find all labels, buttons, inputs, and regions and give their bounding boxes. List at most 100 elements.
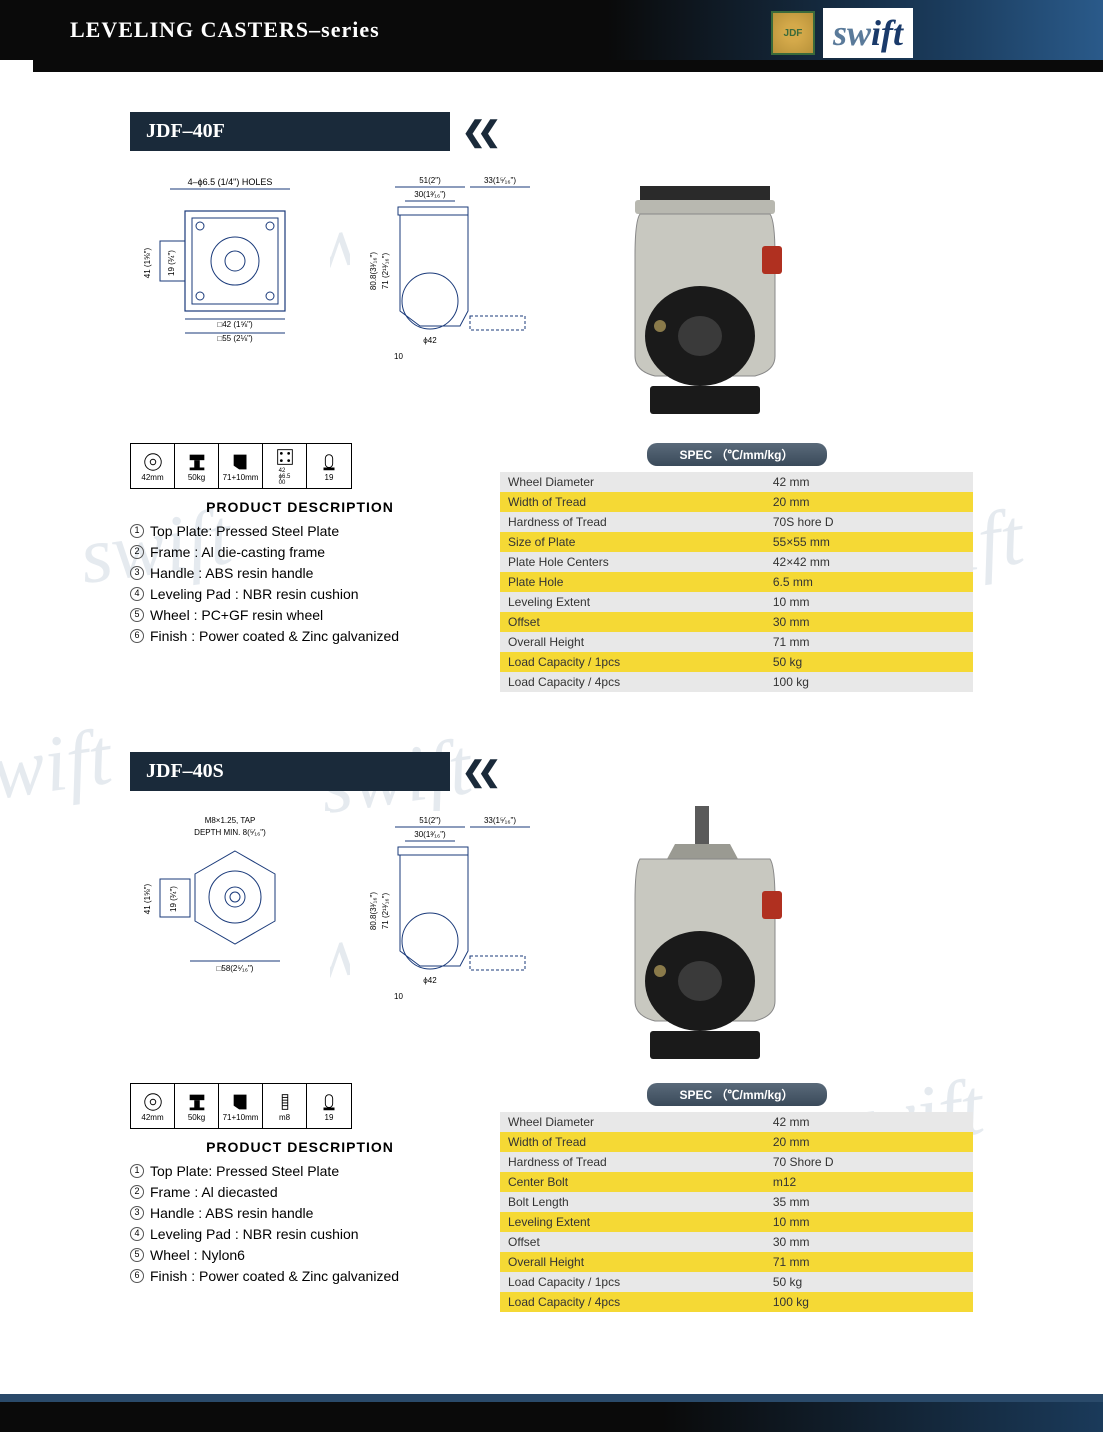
spec-label: Offset	[500, 1232, 765, 1252]
label-h2: 19 (¾")	[169, 886, 178, 912]
spec-col: SPEC （℃/mm/kg） Wheel Diameter42 mmWidth …	[500, 443, 973, 692]
desc-text: Finish : Power coated & Zinc galvanized	[150, 626, 399, 647]
label-wheel: ϕ42	[423, 336, 437, 345]
icon-label: 42mm	[141, 1113, 163, 1122]
model-header: JDF–40F ❮❮	[130, 112, 973, 151]
spec-value: 100 kg	[765, 672, 973, 692]
icon-wheel: 42mm	[131, 444, 175, 488]
icon-strip: 42mm 50kg 71+10mm m8 19	[130, 1083, 352, 1129]
label-sh2: 71 (2¹³⁄₁₆")	[381, 893, 390, 930]
spec-label: Hardness of Tread	[500, 512, 765, 532]
diagram-top-view: 4–ϕ6.5 (1/4") HOLES 41 (1⅝") 19 (¾") □42…	[130, 171, 330, 351]
spec-label: Bolt Length	[500, 1192, 765, 1212]
desc-text: Handle : ABS resin handle	[150, 563, 313, 584]
icon-label: 19	[325, 473, 334, 482]
spec-row: Plate Hole Centers42×42 mm	[500, 552, 973, 572]
desc-item: 2Frame : Al die-casting frame	[130, 542, 470, 563]
chevron-left-icon: ❮❮	[462, 115, 493, 148]
caster-photo-icon	[580, 176, 820, 426]
spec-label: Hardness of Tread	[500, 1152, 765, 1172]
swift-sw: sw	[833, 13, 871, 53]
circ-icon: 2	[130, 545, 144, 559]
spec-label: Plate Hole	[500, 572, 765, 592]
desc-text: Wheel : PC+GF resin wheel	[150, 605, 323, 626]
label-bolt: M8×1.25, TAP	[205, 816, 256, 825]
label-holes: 4–ϕ6.5 (1/4") HOLES	[188, 177, 273, 187]
circ-icon: 5	[130, 1248, 144, 1262]
spec-label: Load Capacity / 1pcs	[500, 652, 765, 672]
circ-icon: 6	[130, 1269, 144, 1283]
label-h2: 19 (¾")	[167, 250, 176, 276]
desc-text: Top Plate: Pressed Steel Plate	[150, 1161, 339, 1182]
icon-label: 42mm	[141, 473, 163, 482]
desc-item: 4Leveling Pad : NBR resin cushion	[130, 1224, 470, 1245]
desc-item: 4Leveling Pad : NBR resin cushion	[130, 584, 470, 605]
desc-item: 5Wheel : Nylon6	[130, 1245, 470, 1266]
footer-thin	[0, 1394, 1103, 1402]
label-sw: 51(2")	[419, 176, 441, 185]
spec-row: Overall Height71 mm	[500, 1252, 973, 1272]
spec-label: Overall Height	[500, 632, 765, 652]
spec-label: Load Capacity / 4pcs	[500, 1292, 765, 1312]
spec-value: 50 kg	[765, 652, 973, 672]
spec-label: Width of Tread	[500, 1132, 765, 1152]
desc-item: 1 Top Plate: Pressed Steel Plate	[130, 1161, 470, 1182]
label-off: 33(1⁵⁄₁₆")	[484, 176, 516, 185]
desc-item: 3Handle : ABS resin handle	[130, 563, 470, 584]
spec-row: Leveling Extent10 mm	[500, 1212, 973, 1232]
spec-table-1: Wheel Diameter42 mmWidth of Tread20 mmHa…	[500, 1112, 973, 1312]
spec-row: Plate Hole6.5 mm	[500, 572, 973, 592]
watermark: swift	[0, 712, 117, 823]
footer-bar	[0, 1402, 1103, 1432]
spec-value: 35 mm	[765, 1192, 973, 1212]
spec-value: 10 mm	[765, 592, 973, 612]
spec-value: 30 mm	[765, 1232, 973, 1252]
spec-row: Hardness of Tread70 Shore D	[500, 1152, 973, 1172]
circ-icon: 1	[130, 1164, 144, 1178]
desc-text: Handle : ABS resin handle	[150, 1203, 313, 1224]
logo-block: JDF swift	[771, 8, 913, 58]
diagram-side-view: 51(2") 30(1³⁄₁₆") 33(1⁵⁄₁₆") 80.8(3³⁄₁₆"…	[350, 171, 550, 381]
desc-list: 1Top Plate: Pressed Steel Plate 2Frame :…	[130, 1161, 470, 1287]
desc-text: Top Plate: Pressed Steel Plate	[150, 521, 339, 542]
model-tag: JDF–40S	[130, 752, 450, 791]
desc-item: 5Wheel : PC+GF resin wheel	[130, 605, 470, 626]
icon-label: 71+10mm	[223, 473, 259, 482]
spec-row: Bolt Length35 mm	[500, 1192, 973, 1212]
spec-row: Offset30 mm	[500, 1232, 973, 1252]
icon-pad: 19	[307, 444, 351, 488]
desc-item: 3 Handle : ABS resin handle	[130, 1203, 470, 1224]
swift-ift: ift	[871, 13, 903, 53]
icon-label: m8	[279, 1113, 290, 1122]
icon-plate: 42 ϕ6.5 00	[263, 444, 307, 488]
spec-value: 71 mm	[765, 632, 973, 652]
spec-value: 71 mm	[765, 1252, 973, 1272]
spec-label: Center Bolt	[500, 1172, 765, 1192]
spec-row: Size of Plate55×55 mm	[500, 532, 973, 552]
label-sh: 80.8(3³⁄₁₆")	[369, 252, 378, 290]
spec-header: SPEC （℃/mm/kg）	[647, 443, 827, 466]
chevron-left-icon: ❮❮	[462, 755, 493, 788]
spec-label: Load Capacity / 4pcs	[500, 672, 765, 692]
circ-icon: 1	[130, 524, 144, 538]
spec-label: Leveling Extent	[500, 1212, 765, 1232]
spec-row: Width of Tread20 mm	[500, 1132, 973, 1152]
spec-value: 30 mm	[765, 612, 973, 632]
label-h1: 41 (1⅝")	[143, 247, 152, 278]
label-sh2: 71 (2¹³⁄₁₆")	[381, 253, 390, 290]
spec-row: Wheel Diameter42 mm	[500, 1112, 973, 1132]
product-photo	[570, 171, 830, 431]
model-header: JDF–40S ❮❮	[130, 752, 973, 791]
diagram-row: M8×1.25, TAP DEPTH MIN. 8(⁵⁄₁₆") 41 (1⅝"…	[130, 811, 973, 1071]
circ-icon: 3	[130, 1206, 144, 1220]
label-sw2: 30(1³⁄₁₆")	[414, 830, 446, 839]
icon-height: 71+10mm	[219, 444, 263, 488]
spec-row: Wheel Diameter42 mm	[500, 472, 973, 492]
model-tag: JDF–40F	[130, 112, 450, 151]
spec-label: Overall Height	[500, 1252, 765, 1272]
desc-title: PRODUCT DESCRIPTION	[130, 499, 470, 515]
desc-item: 6Finish : Power coated & Zinc galvanized	[130, 626, 470, 647]
spec-label: Wheel Diameter	[500, 1112, 765, 1132]
page: LEVELING CASTERS–series JDF swift swift …	[0, 0, 1103, 1432]
spec-col: SPEC （℃/mm/kg） Wheel Diameter42 mmWidth …	[500, 1083, 973, 1312]
